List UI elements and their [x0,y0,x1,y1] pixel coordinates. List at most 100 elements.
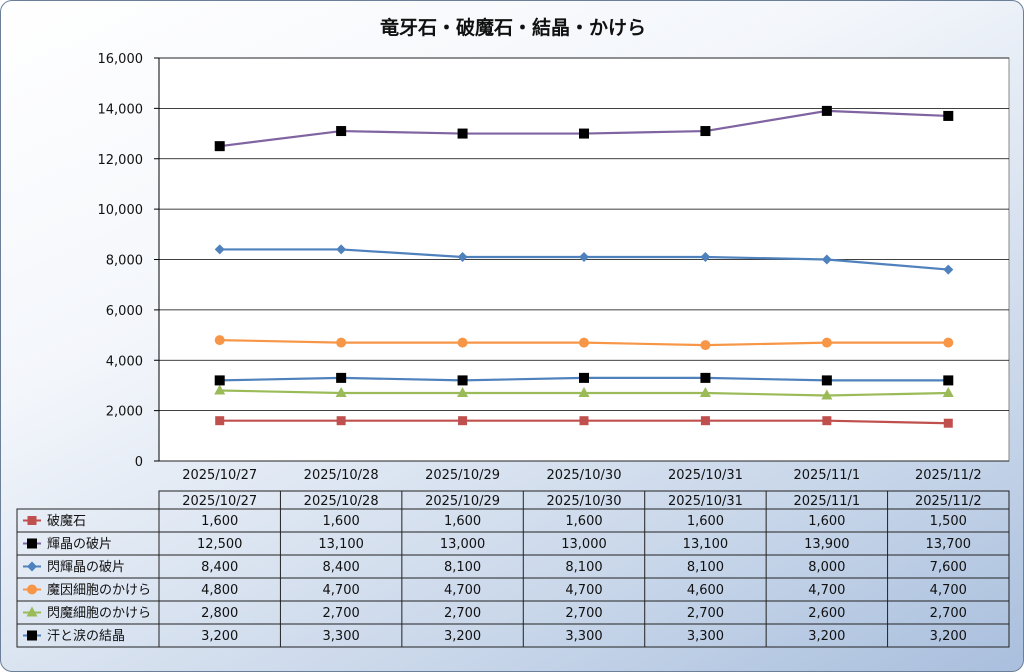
data-point [215,416,225,426]
data-point [821,375,832,386]
data-point [579,416,589,426]
y-tick-label: 0 [135,455,143,470]
data-point [943,110,954,121]
table-cell: 4,800 [201,583,238,598]
data-point [336,416,346,426]
table-cell: 2,600 [808,606,845,621]
data-point [336,126,347,137]
y-tick-label: 10,000 [98,203,144,218]
table-cell: 8,100 [565,560,602,575]
y-tick-label: 6,000 [106,304,143,319]
legend-label: 破魔石 [47,514,86,529]
table-cell: 4,700 [444,583,481,598]
data-point [579,128,589,139]
table-cell: 8,100 [687,560,724,575]
data-point [699,386,711,397]
table-cell: 4,600 [687,583,724,598]
table-cell: 8,400 [201,560,238,575]
table-cell: 12,500 [197,537,243,552]
data-point [821,337,832,348]
table-header-cell: 2025/10/30 [547,494,622,509]
data-point [214,141,225,152]
data-point [700,126,711,137]
x-tick-label: 2025/10/27 [182,468,257,483]
data-point [579,372,589,383]
table-cell: 2,800 [201,606,238,621]
table-cell: 1,600 [444,514,481,529]
chart-title: 竜牙石・破魔石・結晶・かけら [379,17,646,39]
data-point [700,251,711,262]
data-point [457,386,469,397]
data-point [336,337,347,348]
data-point [457,375,468,386]
table-cell: 1,600 [323,514,360,529]
data-point [700,372,711,383]
table-cell: 2,700 [565,606,602,621]
table-cell: 4,700 [323,583,360,598]
table-cell: 13,100 [683,537,729,552]
table-cell: 3,200 [808,629,845,644]
table-cell: 2,700 [687,606,724,621]
data-point [214,375,225,386]
table-header-cell: 2025/11/2 [915,494,982,509]
y-tick-label: 12,000 [98,153,144,168]
table-cell: 3,200 [444,629,481,644]
data-point [943,264,954,275]
data-point [458,416,468,426]
data-point [942,386,954,397]
legend-key-marker [27,561,37,572]
data-point [336,372,347,383]
x-tick-label: 2025/10/29 [425,468,500,483]
table-cell: 3,300 [565,629,602,644]
legend-label: 閃輝晶の破片 [47,560,125,575]
legend-key-marker [27,584,37,595]
y-tick-label: 4,000 [106,354,143,369]
table-cell: 13,900 [804,537,850,552]
table-cell: 8,100 [444,560,481,575]
table-cell: 3,300 [687,629,724,644]
y-tick-label: 8,000 [106,254,143,269]
table-cell: 8,400 [323,560,360,575]
table-cell: 1,500 [930,514,967,529]
data-point [821,254,832,265]
table-cell: 4,700 [565,583,602,598]
table-cell: 1,600 [687,514,724,529]
data-point [700,416,710,426]
data-point [214,335,225,346]
legend-key-marker [27,516,37,525]
x-tick-label: 2025/10/30 [547,468,622,483]
table-cell: 3,200 [930,629,967,644]
data-point [214,244,225,255]
data-point [336,244,347,255]
table-cell: 4,700 [930,583,967,598]
legend-label: 閃魔細胞のかけら [47,606,151,621]
legend-label: 輝晶の破片 [47,537,112,552]
legend-key-marker [26,606,38,617]
data-point [579,251,589,262]
table-header-cell: 2025/10/27 [182,494,257,509]
table-cell: 7,600 [930,560,967,575]
data-point [579,337,589,348]
table-header-cell: 2025/10/28 [304,494,379,509]
table-header-cell: 2025/10/31 [668,494,743,509]
table-cell: 1,600 [808,514,845,529]
table-cell: 1,600 [201,514,238,529]
data-point [943,418,953,428]
table-cell: 13,700 [926,537,972,552]
data-point [822,416,832,426]
data-point [943,337,954,348]
legend-label: 魔因細胞のかけら [47,583,151,598]
data-point [700,340,711,351]
table-cell: 2,700 [444,606,481,621]
data-point [821,105,832,116]
table-header-cell: 2025/10/29 [425,494,500,509]
table-cell: 2,700 [930,606,967,621]
table-cell: 13,000 [440,537,486,552]
table-cell: 13,000 [561,537,607,552]
table-cell: 1,600 [565,514,602,529]
x-tick-label: 2025/10/28 [304,468,379,483]
table-cell: 2,700 [323,606,360,621]
x-tick-label: 2025/10/31 [668,468,743,483]
